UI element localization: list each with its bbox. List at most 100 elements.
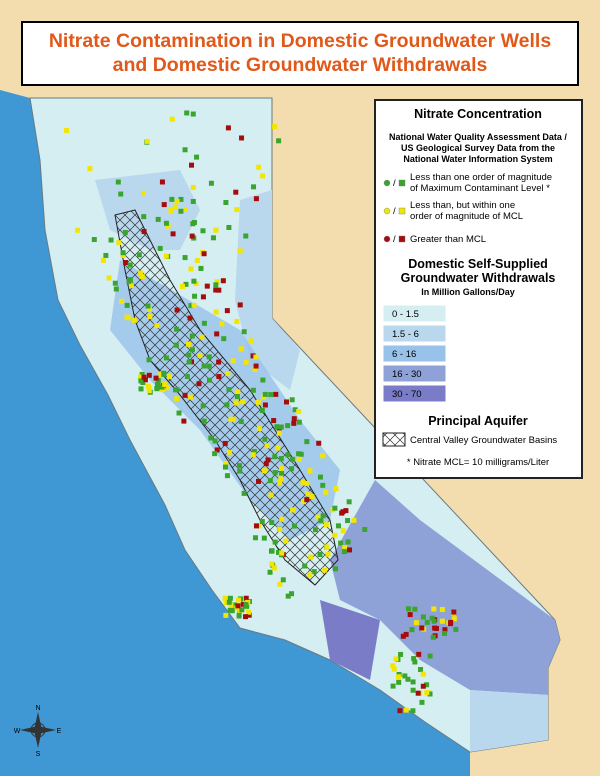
well-dot	[138, 378, 144, 384]
well-dot	[362, 527, 368, 533]
well-dot	[181, 418, 187, 424]
well-dot	[311, 569, 317, 575]
well-dot	[222, 464, 228, 470]
well-dot	[184, 373, 190, 379]
well-dot	[128, 283, 134, 289]
well-dot	[178, 208, 184, 214]
well-dot	[340, 528, 346, 534]
well-dot	[112, 280, 118, 286]
well-dot	[159, 384, 165, 390]
well-dot	[174, 199, 180, 205]
well-dot	[420, 671, 426, 677]
well-dot	[298, 451, 304, 457]
well-dot	[163, 220, 169, 226]
well-dot	[223, 460, 229, 466]
well-dot	[176, 410, 182, 416]
well-dot	[155, 383, 161, 389]
well-dot	[154, 323, 160, 329]
well-dot	[236, 613, 242, 619]
well-dot	[225, 125, 231, 131]
well-dot	[302, 563, 308, 569]
well-dot	[186, 359, 192, 365]
well-dot	[228, 607, 234, 613]
well-dot	[403, 631, 409, 637]
well-dot	[226, 599, 232, 605]
well-dot	[289, 466, 295, 472]
well-dot	[410, 708, 416, 714]
well-dot	[214, 279, 220, 285]
well-dot	[191, 302, 197, 308]
legend-label: 30 - 70	[392, 389, 422, 400]
legend-label: of Maximum Contaminant Level *	[410, 183, 550, 194]
well-dot	[255, 478, 261, 484]
well-dot	[231, 602, 237, 608]
well-dot	[168, 207, 174, 213]
well-dot	[235, 603, 241, 609]
well-dot	[442, 630, 448, 636]
legend-box	[374, 99, 583, 479]
well-dot	[317, 474, 323, 480]
well-dot	[333, 566, 339, 572]
well-dot	[261, 535, 267, 541]
well-dot	[131, 317, 137, 323]
well-dot	[278, 424, 284, 430]
legend-source: US Geological Survey Data from the	[401, 143, 555, 153]
well-dot	[127, 262, 133, 268]
well-dot	[154, 386, 160, 392]
well-dot	[216, 374, 222, 380]
well-dot	[315, 514, 321, 520]
well-dot	[213, 309, 219, 315]
county-fill	[470, 690, 548, 752]
legend-swatch	[382, 304, 447, 323]
well-dot	[307, 468, 313, 474]
well-dot	[223, 612, 229, 618]
legend-swatch	[382, 364, 447, 383]
well-dot	[259, 407, 265, 413]
ocean	[0, 90, 470, 776]
well-dot	[343, 508, 349, 514]
well-dot	[320, 513, 326, 519]
title: Nitrate Contamination in Domestic Ground…	[49, 30, 552, 52]
well-dot	[325, 551, 331, 557]
well-dot	[234, 318, 240, 324]
well-dot	[276, 549, 282, 555]
well-dot	[138, 386, 144, 392]
legend-marker	[398, 179, 406, 187]
compass-label: E	[57, 728, 62, 735]
well-dot	[253, 523, 259, 529]
well-dot	[184, 110, 190, 116]
well-dot	[221, 336, 227, 342]
well-dot	[201, 251, 207, 257]
well-dot	[142, 377, 148, 383]
well-dot	[240, 601, 246, 607]
well-dot	[250, 387, 256, 393]
well-dot	[339, 510, 345, 516]
well-dot	[424, 690, 430, 696]
compass-label: S	[36, 751, 41, 758]
well-dot	[324, 544, 330, 550]
well-dot	[213, 227, 219, 233]
well-dot	[267, 569, 273, 575]
well-dot	[395, 674, 401, 680]
legend-label: Greater than MCL	[410, 234, 486, 245]
legend-heading: Domestic Self-Supplied	[408, 257, 548, 271]
well-dot	[219, 321, 225, 327]
well-dot	[406, 606, 412, 612]
well-dot	[226, 387, 232, 393]
legend-label: 16 - 30	[392, 369, 422, 380]
well-dot	[342, 545, 348, 551]
well-dot	[108, 237, 114, 243]
well-dot	[243, 595, 249, 601]
well-dot	[272, 124, 278, 130]
legend-swatch	[382, 384, 447, 403]
well-dot	[206, 363, 212, 369]
well-dot	[194, 258, 200, 264]
well-dot	[345, 539, 351, 545]
legend: Nitrate Concentration National Water Qual…	[382, 107, 567, 468]
well-dot	[214, 447, 220, 453]
well-dot	[178, 196, 184, 202]
well-dot	[304, 480, 310, 486]
well-dot	[424, 682, 430, 688]
well-dot	[304, 439, 310, 445]
legend-source: National Water Information System	[403, 154, 552, 164]
